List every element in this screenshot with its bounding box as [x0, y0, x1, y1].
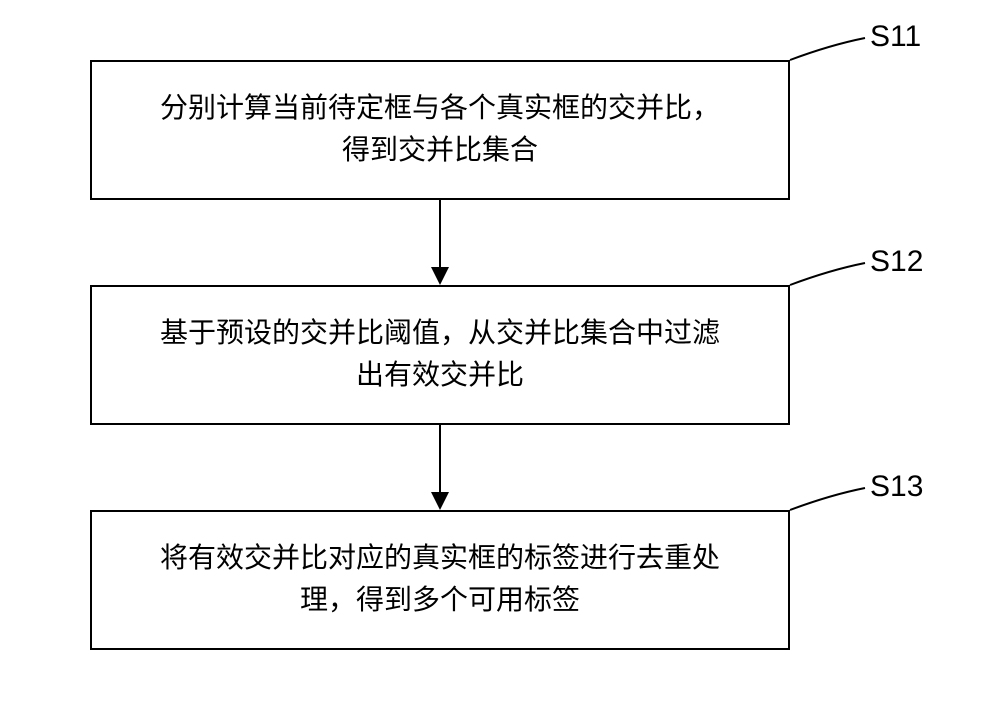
- flow-node-s12: 基于预设的交并比阈值，从交并比集合中过滤 出有效交并比: [90, 285, 790, 425]
- flowchart-container: 分别计算当前待定框与各个真实框的交并比， 得到交并比集合 S11 基于预设的交并比阈…: [0, 0, 1000, 710]
- leader-line: [786, 484, 869, 514]
- flow-node-text: 分别计算当前待定框与各个真实框的交并比， 得到交并比集合: [160, 88, 720, 172]
- flow-node-s13: 将有效交并比对应的真实框的标签进行去重处 理，得到多个可用标签: [90, 510, 790, 650]
- arrow-shaft: [439, 200, 441, 267]
- step-label-s11: S11: [870, 20, 921, 54]
- arrow-head-icon: [431, 492, 449, 510]
- leader-line: [786, 259, 869, 289]
- step-label-s12: S12: [870, 245, 923, 279]
- arrow-head-icon: [431, 267, 449, 285]
- flow-node-text: 基于预设的交并比阈值，从交并比集合中过滤 出有效交并比: [160, 313, 720, 397]
- leader-line: [786, 34, 869, 64]
- arrow-shaft: [439, 425, 441, 492]
- flow-node-s11: 分别计算当前待定框与各个真实框的交并比， 得到交并比集合: [90, 60, 790, 200]
- flow-node-text: 将有效交并比对应的真实框的标签进行去重处 理，得到多个可用标签: [160, 538, 720, 622]
- step-label-s13: S13: [870, 470, 923, 504]
